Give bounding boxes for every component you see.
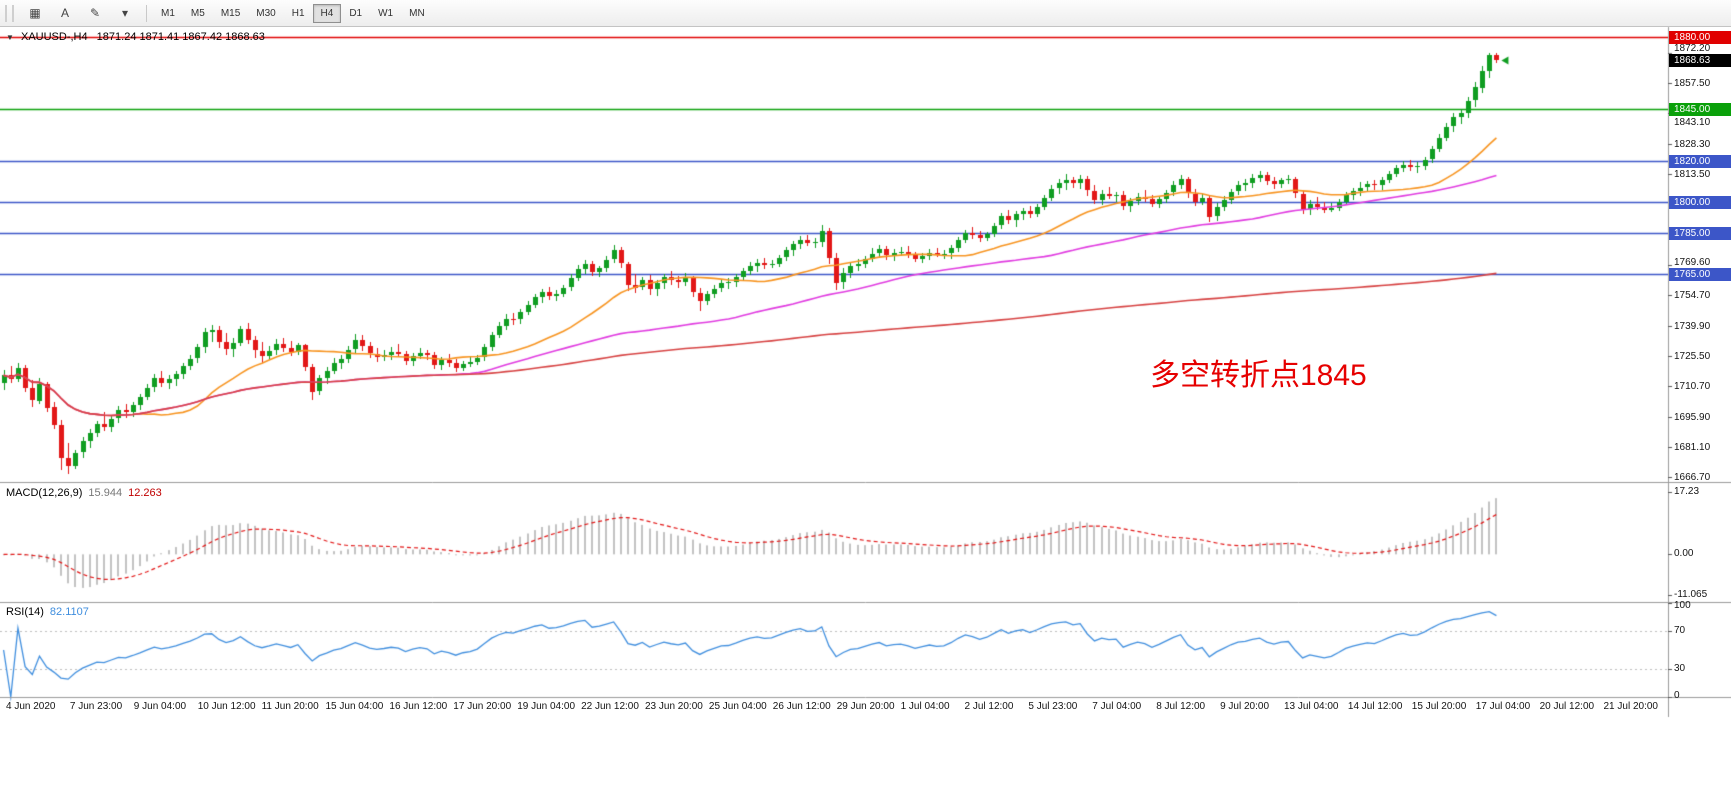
time-axis-label: 19 Jun 04:00 bbox=[517, 701, 576, 712]
dropdown-caret-icon[interactable]: ▾ bbox=[121, 6, 129, 20]
macd-signal-value: 12.263 bbox=[128, 487, 162, 499]
time-axis-label: 9 Jun 04:00 bbox=[133, 701, 187, 712]
toolbar-drag-handle[interactable] bbox=[5, 4, 14, 22]
timeframe-button-m15[interactable]: M15 bbox=[220, 7, 241, 19]
rsi-tick-label: 100 bbox=[1674, 600, 1691, 611]
chart-ohlc-info: ▼ XAUUSD-,H4 1871.24 1871.41 1867.42 186… bbox=[6, 31, 265, 43]
price-tick-label: 1666.70 bbox=[1674, 472, 1711, 483]
new-chart-icon[interactable]: ▦ bbox=[29, 6, 41, 20]
time-axis-label: 21 Jul 20:00 bbox=[1603, 701, 1659, 712]
macd-indicator-label: MACD(12,26,9) 15.944 12.263 bbox=[6, 487, 162, 499]
timeframe-button-w1[interactable]: W1 bbox=[378, 7, 394, 19]
time-axis-label: 10 Jun 12:00 bbox=[197, 701, 256, 712]
timeframe-button-mn[interactable]: MN bbox=[409, 7, 425, 19]
time-axis-label: 9 Jul 20:00 bbox=[1220, 701, 1270, 712]
price-tick-label: 1710.70 bbox=[1674, 381, 1711, 392]
hline-price-tag[interactable]: 1765.00 bbox=[1669, 268, 1731, 281]
time-axis-label: 5 Jul 23:00 bbox=[1028, 701, 1078, 712]
time-axis-label: 20 Jul 12:00 bbox=[1539, 701, 1595, 712]
rsi-value: 82.1107 bbox=[49, 606, 89, 618]
price-tick-label: 1695.90 bbox=[1674, 412, 1711, 423]
collapse-icon[interactable]: ▼ bbox=[6, 33, 14, 42]
time-axis-label: 17 Jul 04:00 bbox=[1475, 701, 1531, 712]
time-axis-label: 7 Jun 23:00 bbox=[69, 701, 123, 712]
time-axis-label: 15 Jul 20:00 bbox=[1411, 701, 1467, 712]
toolbar-icon-group: ▦ A ✎ ▾ bbox=[20, 2, 140, 24]
hline-price-tag[interactable]: 1800.00 bbox=[1669, 196, 1731, 209]
timeframe-button-m5[interactable]: M5 bbox=[190, 7, 205, 19]
time-axis-label: 23 Jun 20:00 bbox=[645, 701, 703, 712]
time-axis-label: 25 Jun 04:00 bbox=[708, 701, 767, 712]
time-axis-label: 22 Jun 12:00 bbox=[581, 701, 639, 712]
chart-annotation-text: 多空转折点1845 bbox=[1150, 359, 1367, 392]
time-axis-label: 11 Jun 20:00 bbox=[261, 701, 319, 712]
hline-price-tag[interactable]: 1880.00 bbox=[1669, 31, 1731, 44]
price-tick-label: 1857.50 bbox=[1674, 78, 1711, 89]
macd-name: MACD(12,26,9) bbox=[6, 487, 83, 499]
time-axis-label: 2 Jul 12:00 bbox=[964, 701, 1014, 712]
chart-symbol: XAUUSD-,H4 bbox=[20, 31, 88, 43]
macd-tick-label: 17.23 bbox=[1674, 486, 1700, 497]
price-tick-label: 1769.60 bbox=[1674, 257, 1711, 268]
price-tick-label: 1725.50 bbox=[1674, 351, 1711, 362]
macd-tick-label: 0.00 bbox=[1674, 548, 1694, 559]
price-tick-label: 1872.20 bbox=[1674, 43, 1711, 54]
timeframe-group: M1 M5 M15 M30 H1 H4 D1 W1 MN bbox=[153, 3, 433, 23]
price-tick-label: 1681.10 bbox=[1674, 442, 1711, 453]
time-axis-label: 29 Jun 20:00 bbox=[836, 701, 895, 712]
macd-main-value: 15.944 bbox=[88, 487, 123, 499]
hline-price-tag[interactable]: 1820.00 bbox=[1669, 155, 1731, 168]
rsi-name: RSI(14) bbox=[6, 606, 44, 618]
hline-price-tag[interactable]: 1785.00 bbox=[1669, 227, 1731, 240]
rsi-indicator-label: RSI(14) 82.1107 bbox=[6, 606, 89, 618]
rsi-tick-label: 0 bbox=[1674, 690, 1680, 701]
toolbar: ▦ A ✎ ▾ M1 M5 M15 M30 H1 H4 D1 W1 MN bbox=[0, 0, 1731, 27]
toolbar-separator bbox=[146, 4, 147, 22]
price-tick-label: 1828.30 bbox=[1674, 139, 1711, 150]
price-tick-label: 1813.50 bbox=[1674, 169, 1711, 180]
annotate-text-icon[interactable]: A bbox=[60, 6, 69, 20]
rsi-tick-label: 30 bbox=[1674, 663, 1686, 674]
timeframe-button-m30[interactable]: M30 bbox=[256, 7, 276, 19]
chart-ohlc-values: 1871.24 1871.41 1867.42 1868.63 bbox=[96, 31, 265, 43]
time-axis-label: 16 Jun 12:00 bbox=[389, 701, 448, 712]
time-axis-label: 1 Jul 04:00 bbox=[900, 701, 950, 712]
rsi-tick-label: 70 bbox=[1674, 625, 1686, 636]
time-axis-label: 14 Jul 12:00 bbox=[1347, 701, 1403, 712]
price-tick-label: 1739.90 bbox=[1674, 321, 1711, 332]
timeframe-button-h4[interactable]: H4 bbox=[312, 3, 342, 23]
time-axis-label: 17 Jun 20:00 bbox=[453, 701, 512, 712]
time-axis-label: 4 Jun 2020 bbox=[6, 701, 56, 712]
time-axis-label: 26 Jun 12:00 bbox=[772, 701, 831, 712]
macd-tick-label: -11.065 bbox=[1674, 589, 1708, 600]
time-axis-label: 13 Jul 04:00 bbox=[1284, 701, 1339, 712]
timeframe-button-m1[interactable]: M1 bbox=[161, 7, 175, 19]
time-axis-label: 7 Jul 04:00 bbox=[1092, 701, 1142, 712]
hline-price-tag[interactable]: 1845.00 bbox=[1669, 103, 1731, 116]
timeframe-button-d1[interactable]: D1 bbox=[349, 7, 363, 19]
price-tick-label: 1843.10 bbox=[1674, 117, 1711, 128]
draw-tools-icon[interactable]: ✎ bbox=[89, 6, 101, 20]
timeframe-button-h1[interactable]: H1 bbox=[291, 7, 305, 19]
current-price-tag: 1868.63 bbox=[1669, 54, 1731, 67]
time-axis-label: 8 Jul 12:00 bbox=[1156, 701, 1206, 712]
price-tick-label: 1754.70 bbox=[1674, 290, 1711, 301]
time-axis-label: 15 Jun 04:00 bbox=[325, 701, 384, 712]
